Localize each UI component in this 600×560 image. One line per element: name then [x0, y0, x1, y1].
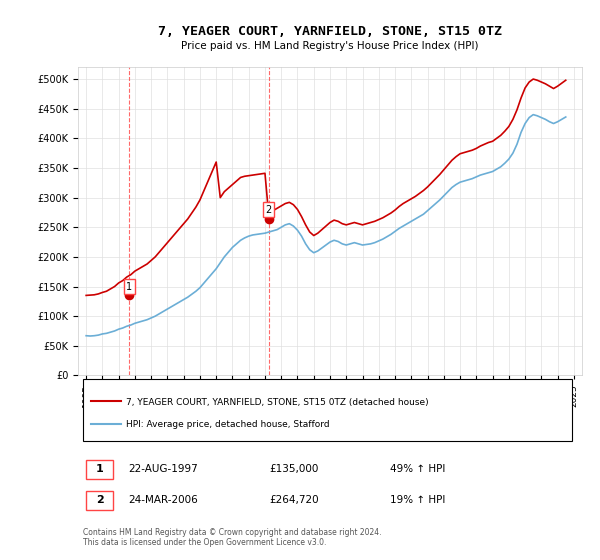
Text: 1: 1	[96, 464, 104, 474]
Text: Price paid vs. HM Land Registry's House Price Index (HPI): Price paid vs. HM Land Registry's House …	[181, 41, 479, 51]
Text: £135,000: £135,000	[269, 464, 319, 474]
FancyBboxPatch shape	[86, 460, 113, 479]
Text: 22-AUG-1997: 22-AUG-1997	[128, 464, 198, 474]
FancyBboxPatch shape	[86, 491, 113, 510]
Text: 24-MAR-2006: 24-MAR-2006	[128, 495, 198, 505]
Text: 19% ↑ HPI: 19% ↑ HPI	[391, 495, 446, 505]
Text: £264,720: £264,720	[269, 495, 319, 505]
Text: 49% ↑ HPI: 49% ↑ HPI	[391, 464, 446, 474]
Text: 2: 2	[96, 495, 104, 505]
Text: Contains HM Land Registry data © Crown copyright and database right 2024.
This d: Contains HM Land Registry data © Crown c…	[83, 528, 382, 547]
FancyBboxPatch shape	[83, 379, 572, 441]
Text: 2: 2	[266, 204, 272, 214]
Text: 1: 1	[126, 282, 132, 292]
Text: 7, YEAGER COURT, YARNFIELD, STONE, ST15 0TZ (detached house): 7, YEAGER COURT, YARNFIELD, STONE, ST15 …	[126, 398, 428, 407]
Text: 7, YEAGER COURT, YARNFIELD, STONE, ST15 0TZ: 7, YEAGER COURT, YARNFIELD, STONE, ST15 …	[158, 25, 502, 38]
Text: HPI: Average price, detached house, Stafford: HPI: Average price, detached house, Staf…	[126, 421, 329, 430]
